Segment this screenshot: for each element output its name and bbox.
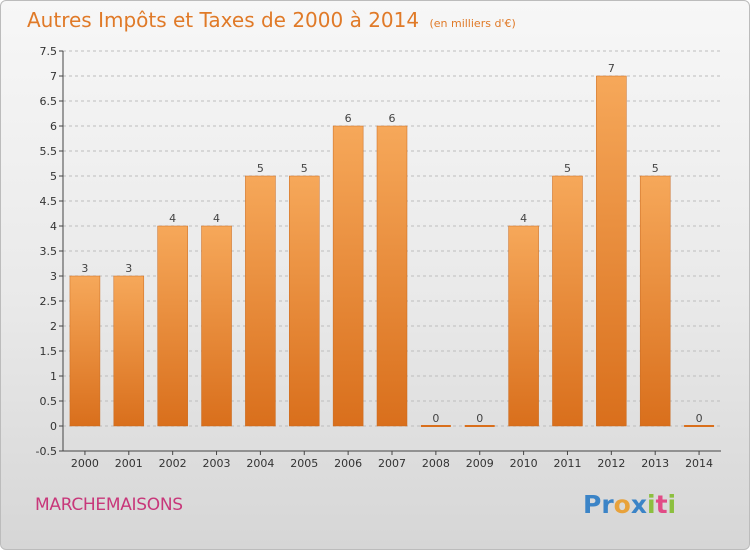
- bar-2008: [420, 425, 451, 427]
- bar-2001: [113, 275, 145, 427]
- y-tick-label: 3: [50, 270, 57, 283]
- x-tick-label-2011: 2011: [553, 457, 581, 470]
- chart-title-text: Autres Impôts et Taxes de 2000 à 2014: [27, 8, 420, 32]
- x-tick-label-2002: 2002: [159, 457, 187, 470]
- y-tick-label: 7: [50, 70, 57, 83]
- data-label-2014: 0: [696, 412, 703, 425]
- bar-2012: [596, 75, 627, 427]
- data-label-2012: 7: [608, 62, 615, 75]
- data-label-2011: 5: [564, 162, 571, 175]
- logo-letter: x: [630, 490, 647, 519]
- bar-2003: [201, 225, 232, 427]
- x-tick-label-2000: 2000: [71, 457, 99, 470]
- logo-letter: o: [613, 490, 631, 519]
- data-label-2013: 5: [652, 162, 659, 175]
- bar-2006: [332, 125, 364, 427]
- chart-unit: (en milliers d'€): [429, 17, 516, 30]
- logo-letter: t: [655, 490, 668, 519]
- data-label-2010: 4: [520, 212, 527, 225]
- x-tick-label-2010: 2010: [510, 457, 538, 470]
- x-tick-label-2013: 2013: [641, 457, 669, 470]
- y-tick-label: 4.5: [40, 195, 58, 208]
- y-tick-label: 5: [50, 170, 57, 183]
- logo-letter: i: [667, 490, 677, 519]
- x-tick-label-2007: 2007: [378, 457, 406, 470]
- data-label-2004: 5: [257, 162, 264, 175]
- x-tick-label-2004: 2004: [246, 457, 274, 470]
- logo-letter: P: [583, 490, 602, 519]
- town-name: MARCHEMAISONS: [35, 495, 183, 515]
- data-label-2009: 0: [476, 412, 483, 425]
- bar-2013: [639, 175, 671, 427]
- logo-letter: r: [601, 490, 614, 519]
- data-label-2003: 4: [213, 212, 220, 225]
- y-tick-label: -0.5: [36, 445, 57, 458]
- x-tick-label-2008: 2008: [422, 457, 450, 470]
- bar-2004: [245, 175, 276, 427]
- x-tick-label-2003: 2003: [203, 457, 231, 470]
- x-tick-label-2009: 2009: [466, 457, 494, 470]
- data-label-2008: 0: [432, 412, 439, 425]
- x-tick-label-2006: 2006: [334, 457, 362, 470]
- y-tick-label: 1: [50, 370, 57, 383]
- bar-2014: [684, 425, 715, 427]
- bar-2005: [289, 175, 320, 427]
- y-tick-label: 0.5: [40, 395, 58, 408]
- data-label-2001: 3: [125, 262, 132, 275]
- x-tick-label-2014: 2014: [685, 457, 713, 470]
- bar-2011: [552, 175, 583, 427]
- y-tick-label: 4: [50, 220, 57, 233]
- y-tick-label: 2.5: [40, 295, 58, 308]
- y-tick-label: 7.5: [40, 45, 58, 58]
- data-label-2006: 6: [345, 112, 352, 125]
- data-label-2002: 4: [169, 212, 176, 225]
- bar-2002: [157, 225, 188, 427]
- data-label-2000: 3: [81, 262, 88, 275]
- y-tick-label: 0: [50, 420, 57, 433]
- chart-title: Autres Impôts et Taxes de 2000 à 2014 (e…: [27, 8, 516, 32]
- y-tick-label: 1.5: [40, 345, 58, 358]
- y-tick-label: 2: [50, 320, 57, 333]
- x-tick-label-2001: 2001: [115, 457, 143, 470]
- y-tick-label: 5.5: [40, 145, 58, 158]
- bar-2007: [376, 125, 408, 427]
- proxiti-logo: Proxiti: [583, 490, 676, 519]
- x-tick-label-2005: 2005: [290, 457, 318, 470]
- y-tick-label: 6: [50, 120, 57, 133]
- data-label-2005: 5: [301, 162, 308, 175]
- x-tick-label-2012: 2012: [597, 457, 625, 470]
- y-tick-label: 6.5: [40, 95, 58, 108]
- bar-2010: [508, 225, 539, 427]
- bar-2009: [464, 425, 495, 427]
- data-label-2007: 6: [389, 112, 396, 125]
- logo-letter: i: [647, 490, 656, 519]
- bar-2000: [69, 275, 101, 427]
- y-tick-label: 3.5: [40, 245, 58, 258]
